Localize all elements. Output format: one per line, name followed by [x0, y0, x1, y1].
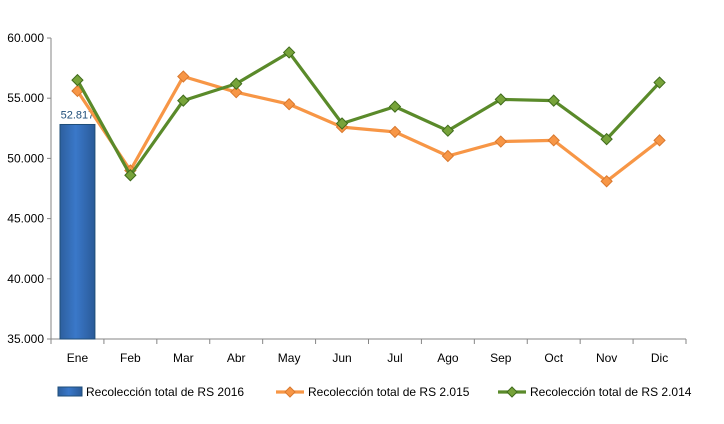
series-marker — [441, 124, 455, 137]
axes: 35.000 40.000 45.000 50.000 55.000 60.000 Ene F… — [7, 31, 687, 365]
x-tick-label: Dic — [651, 351, 668, 365]
y-tick-label: 35.000 — [7, 332, 44, 346]
series-line — [76, 74, 661, 183]
series-marker — [494, 93, 507, 106]
bar-series: 52.817 — [59, 109, 96, 340]
y-tick-label: 40.000 — [7, 272, 44, 286]
x-tick-label: Abr — [227, 351, 246, 365]
series-marker — [388, 125, 402, 139]
y-tick-label: 50.000 — [7, 151, 44, 165]
x-tick-label: Nov — [596, 351, 617, 365]
series-marker — [441, 149, 455, 163]
y-tick-label: 60.000 — [7, 31, 44, 45]
legend-swatch-marker — [506, 386, 518, 398]
series-marker — [547, 94, 560, 107]
series-marker — [124, 169, 137, 182]
x-tick-label: Jun — [332, 351, 351, 365]
y-tick-label: 55.000 — [7, 91, 44, 105]
series-marker — [600, 175, 613, 188]
x-tick-label: May — [278, 351, 301, 365]
x-tick-label: Oct — [544, 351, 563, 365]
line-series — [71, 46, 666, 188]
series-marker — [653, 76, 666, 89]
legend-label: Recolección total de RS 2.014 — [530, 385, 692, 399]
x-tick-label: Jul — [387, 351, 402, 365]
series-marker — [230, 85, 243, 99]
series-marker — [547, 134, 560, 147]
legend-swatch-marker — [284, 386, 296, 398]
legend-label: Recolección total de RS 2.015 — [308, 385, 470, 399]
x-tick-label: Ago — [437, 351, 459, 365]
series-marker — [494, 135, 507, 148]
series-marker — [335, 117, 349, 130]
x-tick-label: Ene — [67, 351, 89, 365]
bar-data-label: 52.817 — [61, 109, 95, 121]
x-tick-label: Feb — [120, 351, 141, 365]
series-line — [76, 50, 661, 177]
legend-label: Recolección total de RS 2016 — [86, 385, 244, 399]
x-tick-label: Sep — [490, 351, 512, 365]
y-tick-label: 45.000 — [7, 212, 44, 226]
series-marker — [177, 94, 190, 107]
series-marker — [600, 132, 613, 146]
legend-swatch-bar — [57, 386, 83, 397]
x-tick-label: Mar — [173, 351, 194, 365]
series-marker — [388, 100, 402, 113]
series-marker — [230, 77, 243, 90]
series-marker — [177, 70, 190, 83]
series-marker — [282, 98, 296, 111]
series-marker — [71, 73, 84, 87]
series-marker — [282, 46, 296, 59]
bar — [59, 123, 96, 340]
legend: Recolección total de RS 2016 Recolección … — [57, 385, 692, 399]
series-marker — [653, 134, 666, 147]
